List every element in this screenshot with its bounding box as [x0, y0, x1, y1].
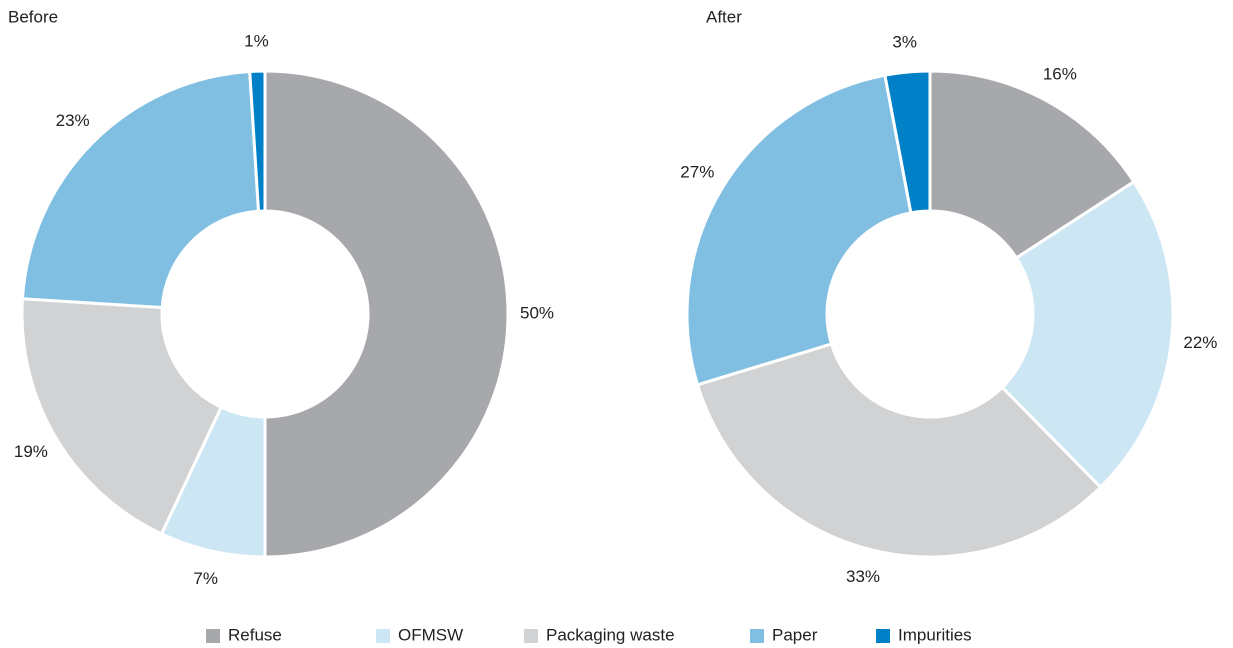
legend-label: Packaging waste	[546, 625, 675, 644]
data-label: 23%	[56, 111, 90, 130]
donut-slice	[20, 69, 261, 310]
data-label: 33%	[846, 567, 880, 586]
data-label: 22%	[1183, 333, 1217, 352]
chart-title: After	[706, 7, 742, 26]
legend-swatch	[206, 629, 220, 643]
donut-slice	[685, 73, 913, 387]
legend-swatch	[750, 629, 764, 643]
data-label: 3%	[892, 33, 917, 52]
data-label: 50%	[520, 303, 554, 322]
donut-slice	[883, 69, 932, 215]
legend-label: Refuse	[228, 625, 282, 644]
chart-title: Before	[8, 7, 58, 26]
legend-swatch	[524, 629, 538, 643]
legend-label: OFMSW	[398, 625, 463, 644]
data-label: 16%	[1043, 64, 1077, 83]
donut-slice	[263, 69, 510, 559]
donut-slice	[695, 342, 1103, 559]
legend-swatch	[876, 629, 890, 643]
legend-label: Impurities	[898, 625, 972, 644]
data-label: 1%	[244, 32, 269, 51]
legend-label: Paper	[772, 625, 818, 644]
donut-slice	[20, 297, 224, 536]
donut-slice	[928, 69, 1136, 261]
data-label: 27%	[680, 163, 714, 182]
data-label: 19%	[14, 442, 48, 461]
data-label: 7%	[193, 569, 218, 588]
donut-slice	[1000, 179, 1175, 490]
legend-swatch	[376, 629, 390, 643]
donut-slice	[248, 69, 267, 213]
